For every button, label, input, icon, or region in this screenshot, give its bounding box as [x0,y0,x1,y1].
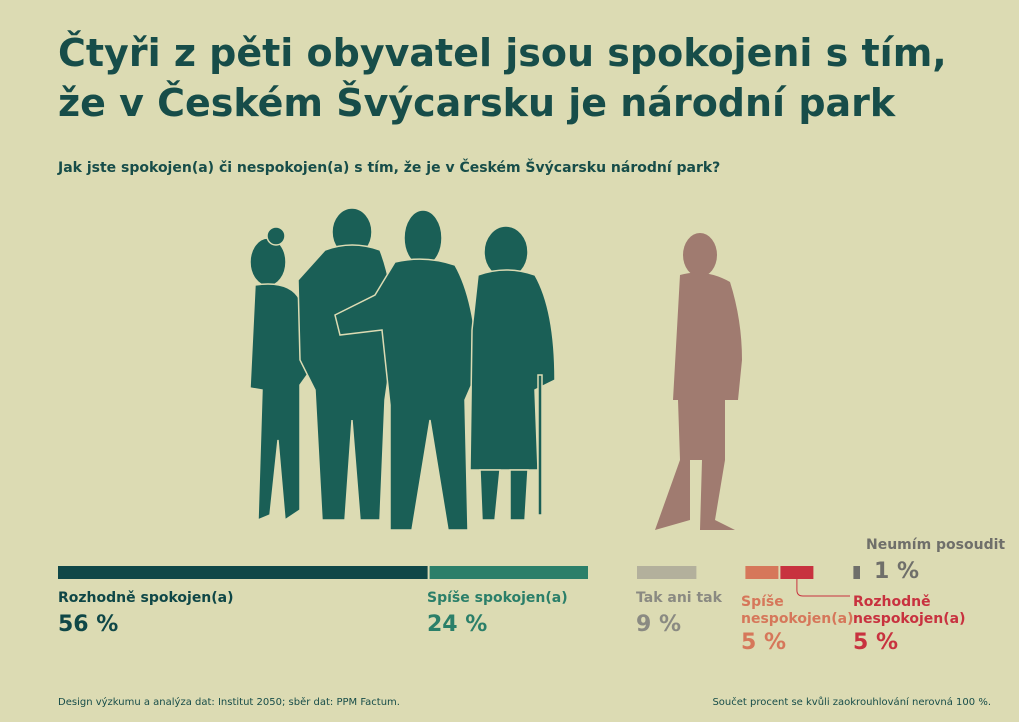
source-note: Design výzkumu a analýza dat: Institut 2… [58,697,400,708]
category-label: Rozhodně nespokojen(a) [853,594,966,627]
category-label: Rozhodně spokojen(a) [58,590,234,606]
rounding-note: Součet procent se kvůli zaokrouhlování n… [712,697,991,708]
bar-segment [853,566,860,579]
category-label: Tak ani tak [636,590,722,606]
category-label: Spíše nespokojen(a) [741,594,854,627]
bar-segment [745,566,779,579]
value-label: 5 % [741,630,787,655]
bar-segment [780,566,814,579]
bar-segment [429,566,588,579]
category-label: Neumím posoudit [866,537,1006,553]
value-label: 1 % [874,559,920,584]
subtitle: Jak jste spokojen(a) či nespokojen(a) s … [58,160,721,176]
title: Čtyři z pěti obyvatel jsou spokojeni s t… [58,31,947,125]
bar-segment [58,566,428,579]
value-label: 9 % [636,612,682,637]
value-label: 56 % [58,612,119,637]
value-label: 5 % [853,630,899,655]
silhouettes [249,207,742,531]
connector [796,579,850,597]
value-label: 24 % [427,612,488,637]
bar-area [58,566,860,597]
category-label: Spíše spokojen(a) [427,590,568,606]
bar-segment [637,566,697,579]
